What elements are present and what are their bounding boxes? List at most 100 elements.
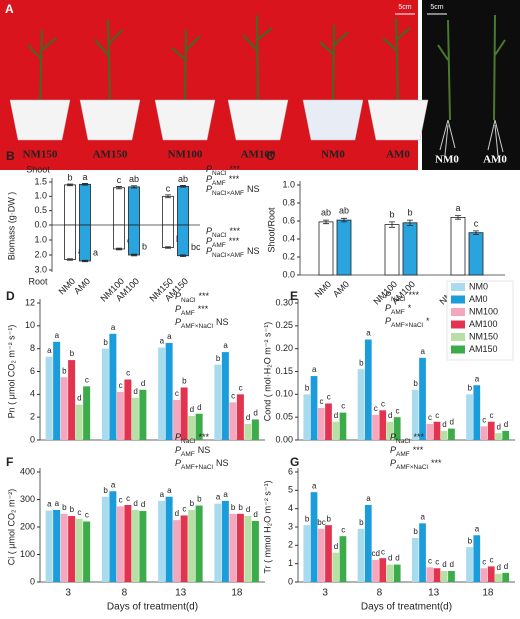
bar — [310, 492, 318, 582]
bar — [101, 496, 109, 582]
annotation-sig: *** — [229, 174, 240, 184]
letter-label: b — [468, 383, 473, 392]
error-bar — [67, 258, 73, 261]
legend-swatch — [451, 295, 465, 304]
bar — [53, 509, 61, 582]
bar — [79, 183, 91, 226]
bar — [131, 509, 139, 582]
y-tick-label: 400 — [20, 466, 35, 476]
y-axis-label: Biomass (g·DW ) — [6, 192, 16, 261]
x-axis-label: Days of treatment(d) — [361, 602, 452, 613]
annotation-p: P — [175, 304, 181, 314]
annotation-sub: AMF — [391, 309, 405, 316]
y-axis-label: Cond ( mol·H₂O m⁻² s⁻¹) — [262, 322, 272, 422]
x-tick-label: 3 — [322, 588, 328, 599]
bar — [221, 352, 229, 440]
bar — [372, 414, 379, 440]
pot-label: AM0 — [386, 149, 410, 161]
bar — [244, 516, 252, 582]
bar — [214, 364, 222, 440]
y-tick-label: 0.30 — [275, 297, 293, 307]
letter-label: a — [223, 341, 228, 350]
letter-label: d — [253, 409, 257, 418]
annotation: PNaCl×AMF NS — [206, 184, 260, 197]
letter-label: d — [253, 510, 257, 519]
bar — [75, 518, 83, 582]
letter-label: cd — [372, 549, 380, 558]
annotation-p: P — [385, 316, 391, 326]
y-tick-label: 0.4 — [282, 233, 295, 243]
letter-label: a — [475, 524, 480, 533]
bar — [448, 571, 455, 582]
annotation: PNaCl *** — [175, 291, 209, 304]
bar — [393, 564, 401, 582]
bar — [433, 421, 441, 440]
bar — [188, 509, 196, 582]
bar — [379, 558, 387, 582]
y-tick-label: 0.0 — [34, 219, 47, 229]
annotation: PNaCl *** — [206, 164, 240, 177]
letter-label: d — [334, 542, 338, 551]
x-tick-label: AM0 — [72, 276, 92, 296]
annotation: PAMF *** — [390, 445, 424, 458]
bar — [229, 513, 237, 582]
bar — [251, 520, 259, 582]
annotation-sub: AMF — [212, 180, 226, 187]
letter-label: c — [341, 525, 345, 534]
letter-label: c — [489, 411, 493, 420]
annotation: PAMF * — [385, 303, 412, 316]
letter-label: a — [167, 332, 172, 341]
annotation-sub: AMF×NaCl — [396, 464, 429, 471]
bar — [109, 333, 117, 440]
letter-label: c — [119, 381, 123, 390]
letter-label: c — [320, 397, 324, 406]
annotation-sub: AMF×NaCl — [391, 322, 424, 329]
letter-label: b — [190, 499, 195, 508]
y-tick-label: 0.6 — [282, 215, 295, 225]
annotation-sub: NaCl — [212, 232, 227, 239]
y-tick-label: 0.05 — [275, 412, 293, 422]
letter-label: a — [455, 203, 460, 213]
annotation: PNaCl *** — [175, 432, 209, 445]
bar — [124, 505, 132, 582]
annotation-sig: *** — [408, 290, 419, 300]
bar — [411, 538, 419, 582]
bar — [53, 341, 61, 440]
letter-label: c — [474, 218, 479, 228]
letter-label: c — [341, 402, 345, 411]
bar — [487, 566, 495, 582]
annotation-sub: AMF — [181, 310, 195, 317]
letter-label: c — [166, 183, 171, 193]
letter-label: c — [182, 505, 186, 514]
bar — [214, 503, 222, 582]
error-bar — [82, 259, 88, 263]
bar — [325, 403, 332, 440]
panel-label: G — [290, 455, 299, 469]
inset-label: NM0 — [435, 154, 459, 166]
y-tick-label: 3.0 — [34, 264, 47, 274]
annotation: PAMF *** — [206, 174, 240, 187]
letter-label: b — [67, 172, 72, 182]
bar — [386, 564, 394, 582]
y-tick-label: 1.0 — [34, 234, 47, 244]
panel-label: D — [6, 289, 15, 303]
y-tick-label: 0.2 — [282, 251, 295, 261]
y-tick-label: 6 — [288, 466, 293, 476]
legend-swatch — [451, 320, 465, 329]
bar — [426, 424, 434, 440]
letter-label: b — [327, 514, 332, 523]
letter-label: b — [216, 354, 221, 363]
bar — [384, 224, 400, 276]
bar — [60, 513, 68, 582]
bar — [158, 500, 166, 582]
error-bar — [389, 221, 395, 228]
bar — [339, 412, 347, 440]
letter-label: d — [395, 554, 399, 563]
bar — [128, 224, 140, 256]
scale-label: 5cm — [398, 4, 411, 11]
letter-label: d — [442, 420, 446, 429]
y-tick-label: 0.20 — [275, 343, 293, 353]
panel-label: C — [266, 149, 275, 163]
annotation-sig: *** — [198, 304, 209, 314]
bar — [448, 428, 455, 440]
